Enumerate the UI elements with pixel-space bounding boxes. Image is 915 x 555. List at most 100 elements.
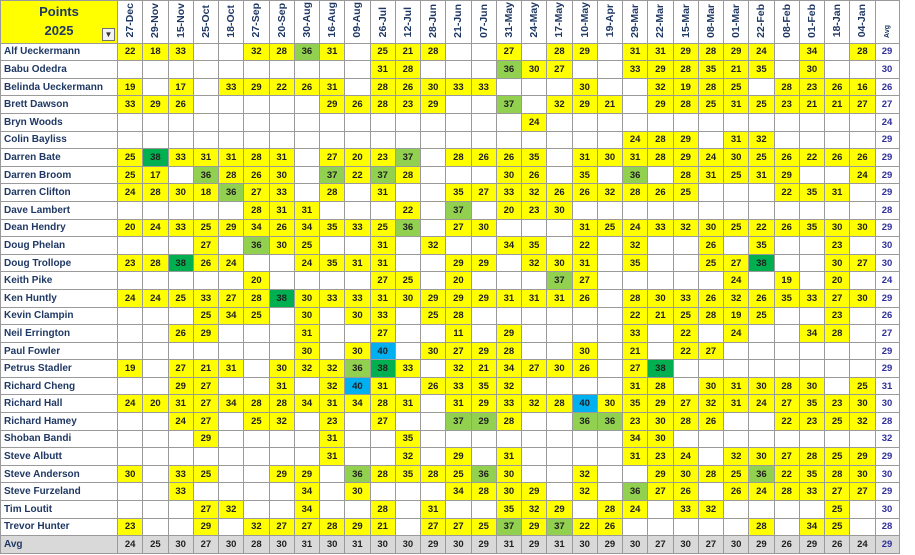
score-cell[interactable]: 29 xyxy=(773,165,800,185)
score-cell[interactable]: 29 xyxy=(419,95,447,114)
score-cell[interactable]: 30 xyxy=(748,376,775,396)
score-cell[interactable]: 33 xyxy=(344,288,371,308)
score-cell[interactable] xyxy=(116,429,144,449)
score-cell[interactable] xyxy=(520,77,548,97)
score-cell[interactable] xyxy=(217,517,245,537)
score-cell[interactable]: 23 xyxy=(318,412,346,431)
score-cell[interactable]: 30 xyxy=(647,412,674,431)
score-cell[interactable]: 34 xyxy=(495,236,523,255)
score-cell[interactable] xyxy=(596,236,624,255)
score-cell[interactable] xyxy=(672,112,699,132)
score-cell[interactable] xyxy=(167,517,194,537)
score-cell[interactable]: 20 xyxy=(116,218,144,238)
score-cell[interactable] xyxy=(142,359,169,378)
score-cell[interactable]: 23 xyxy=(798,412,826,431)
player-average[interactable]: 29 xyxy=(874,288,900,308)
score-cell[interactable]: 26 xyxy=(546,183,573,202)
score-cell[interactable] xyxy=(318,130,346,150)
score-cell[interactable]: 30 xyxy=(344,341,371,361)
score-cell[interactable] xyxy=(647,324,674,343)
score-cell[interactable] xyxy=(445,112,472,132)
score-cell[interactable] xyxy=(243,130,270,150)
date-header[interactable]: 08-Mar xyxy=(697,0,725,44)
score-cell[interactable]: 28 xyxy=(369,95,396,114)
score-cell[interactable] xyxy=(596,288,624,308)
score-cell[interactable]: 28 xyxy=(697,464,725,484)
score-cell[interactable]: 35 xyxy=(470,376,497,396)
score-cell[interactable]: 30 xyxy=(419,341,447,361)
score-cell[interactable]: 28 xyxy=(546,42,573,62)
score-cell[interactable] xyxy=(647,165,674,185)
player-name[interactable]: Richard Cheng xyxy=(0,376,118,396)
score-cell[interactable]: 20 xyxy=(243,271,270,290)
score-cell[interactable]: 31 xyxy=(571,218,598,238)
score-cell[interactable]: 29 xyxy=(243,77,270,97)
score-cell[interactable] xyxy=(823,429,851,449)
score-cell[interactable]: 28 xyxy=(647,148,674,167)
date-average-cell[interactable]: 27 xyxy=(647,535,674,554)
score-cell[interactable]: 26 xyxy=(697,236,725,255)
score-cell[interactable]: 30 xyxy=(571,341,598,361)
score-cell[interactable] xyxy=(470,42,497,62)
score-cell[interactable]: 11 xyxy=(445,324,472,343)
score-cell[interactable] xyxy=(773,429,800,449)
score-cell[interactable]: 28 xyxy=(672,60,699,79)
date-average-cell[interactable]: 29 xyxy=(419,535,447,554)
date-header[interactable]: 15-Nov xyxy=(167,0,194,44)
score-cell[interactable] xyxy=(369,429,396,449)
score-cell[interactable]: 32 xyxy=(697,394,725,414)
player-name[interactable]: Colin Bayliss xyxy=(0,130,118,150)
score-cell[interactable]: 28 xyxy=(546,394,573,414)
score-cell[interactable]: 21 xyxy=(192,359,220,378)
score-cell[interactable] xyxy=(520,376,548,396)
score-cell[interactable]: 28 xyxy=(419,42,447,62)
overall-average[interactable]: 29 xyxy=(874,535,900,554)
player-name[interactable]: Kevin Clampin xyxy=(0,306,118,326)
score-cell[interactable]: 23 xyxy=(116,517,144,537)
score-cell[interactable] xyxy=(748,271,775,290)
score-cell[interactable]: 38 xyxy=(748,253,775,273)
score-cell[interactable] xyxy=(394,112,422,132)
score-cell[interactable]: 22 xyxy=(116,42,144,62)
score-cell[interactable]: 29 xyxy=(520,482,548,502)
score-cell[interactable]: 22 xyxy=(748,218,775,238)
score-cell[interactable] xyxy=(268,95,295,114)
date-average-cell[interactable]: 26 xyxy=(823,535,851,554)
score-cell[interactable] xyxy=(748,412,775,431)
score-cell[interactable] xyxy=(520,341,548,361)
score-cell[interactable] xyxy=(268,482,295,502)
score-cell[interactable]: 26 xyxy=(167,324,194,343)
score-cell[interactable] xyxy=(142,60,169,79)
score-cell[interactable]: 25 xyxy=(823,447,851,466)
score-cell[interactable]: 22 xyxy=(621,306,649,326)
score-cell[interactable]: 31 xyxy=(318,77,346,97)
score-cell[interactable]: 40 xyxy=(344,376,371,396)
score-cell[interactable]: 24 xyxy=(748,482,775,502)
score-cell[interactable] xyxy=(217,482,245,502)
score-cell[interactable]: 20 xyxy=(823,271,851,290)
score-cell[interactable] xyxy=(167,341,194,361)
score-cell[interactable]: 25 xyxy=(192,464,220,484)
score-cell[interactable]: 28 xyxy=(142,183,169,202)
score-cell[interactable]: 35 xyxy=(798,183,826,202)
score-cell[interactable] xyxy=(419,324,447,343)
score-cell[interactable]: 31 xyxy=(495,288,523,308)
score-cell[interactable]: 31 xyxy=(697,165,725,185)
score-cell[interactable]: 26 xyxy=(419,376,447,396)
score-cell[interactable]: 31 xyxy=(722,130,750,150)
score-cell[interactable] xyxy=(798,165,826,185)
score-cell[interactable] xyxy=(470,271,497,290)
score-cell[interactable] xyxy=(445,130,472,150)
score-cell[interactable]: 32 xyxy=(849,412,876,431)
score-cell[interactable]: 27 xyxy=(369,271,396,290)
score-cell[interactable]: 28 xyxy=(773,376,800,396)
score-cell[interactable] xyxy=(318,324,346,343)
score-cell[interactable]: 26 xyxy=(571,183,598,202)
score-cell[interactable]: 35 xyxy=(318,218,346,238)
player-name[interactable]: Neil Errington xyxy=(0,324,118,343)
score-cell[interactable]: 26 xyxy=(470,148,497,167)
score-cell[interactable]: 31 xyxy=(621,42,649,62)
score-cell[interactable]: 30 xyxy=(394,288,422,308)
score-cell[interactable]: 34 xyxy=(217,306,245,326)
score-cell[interactable]: 25 xyxy=(748,148,775,167)
